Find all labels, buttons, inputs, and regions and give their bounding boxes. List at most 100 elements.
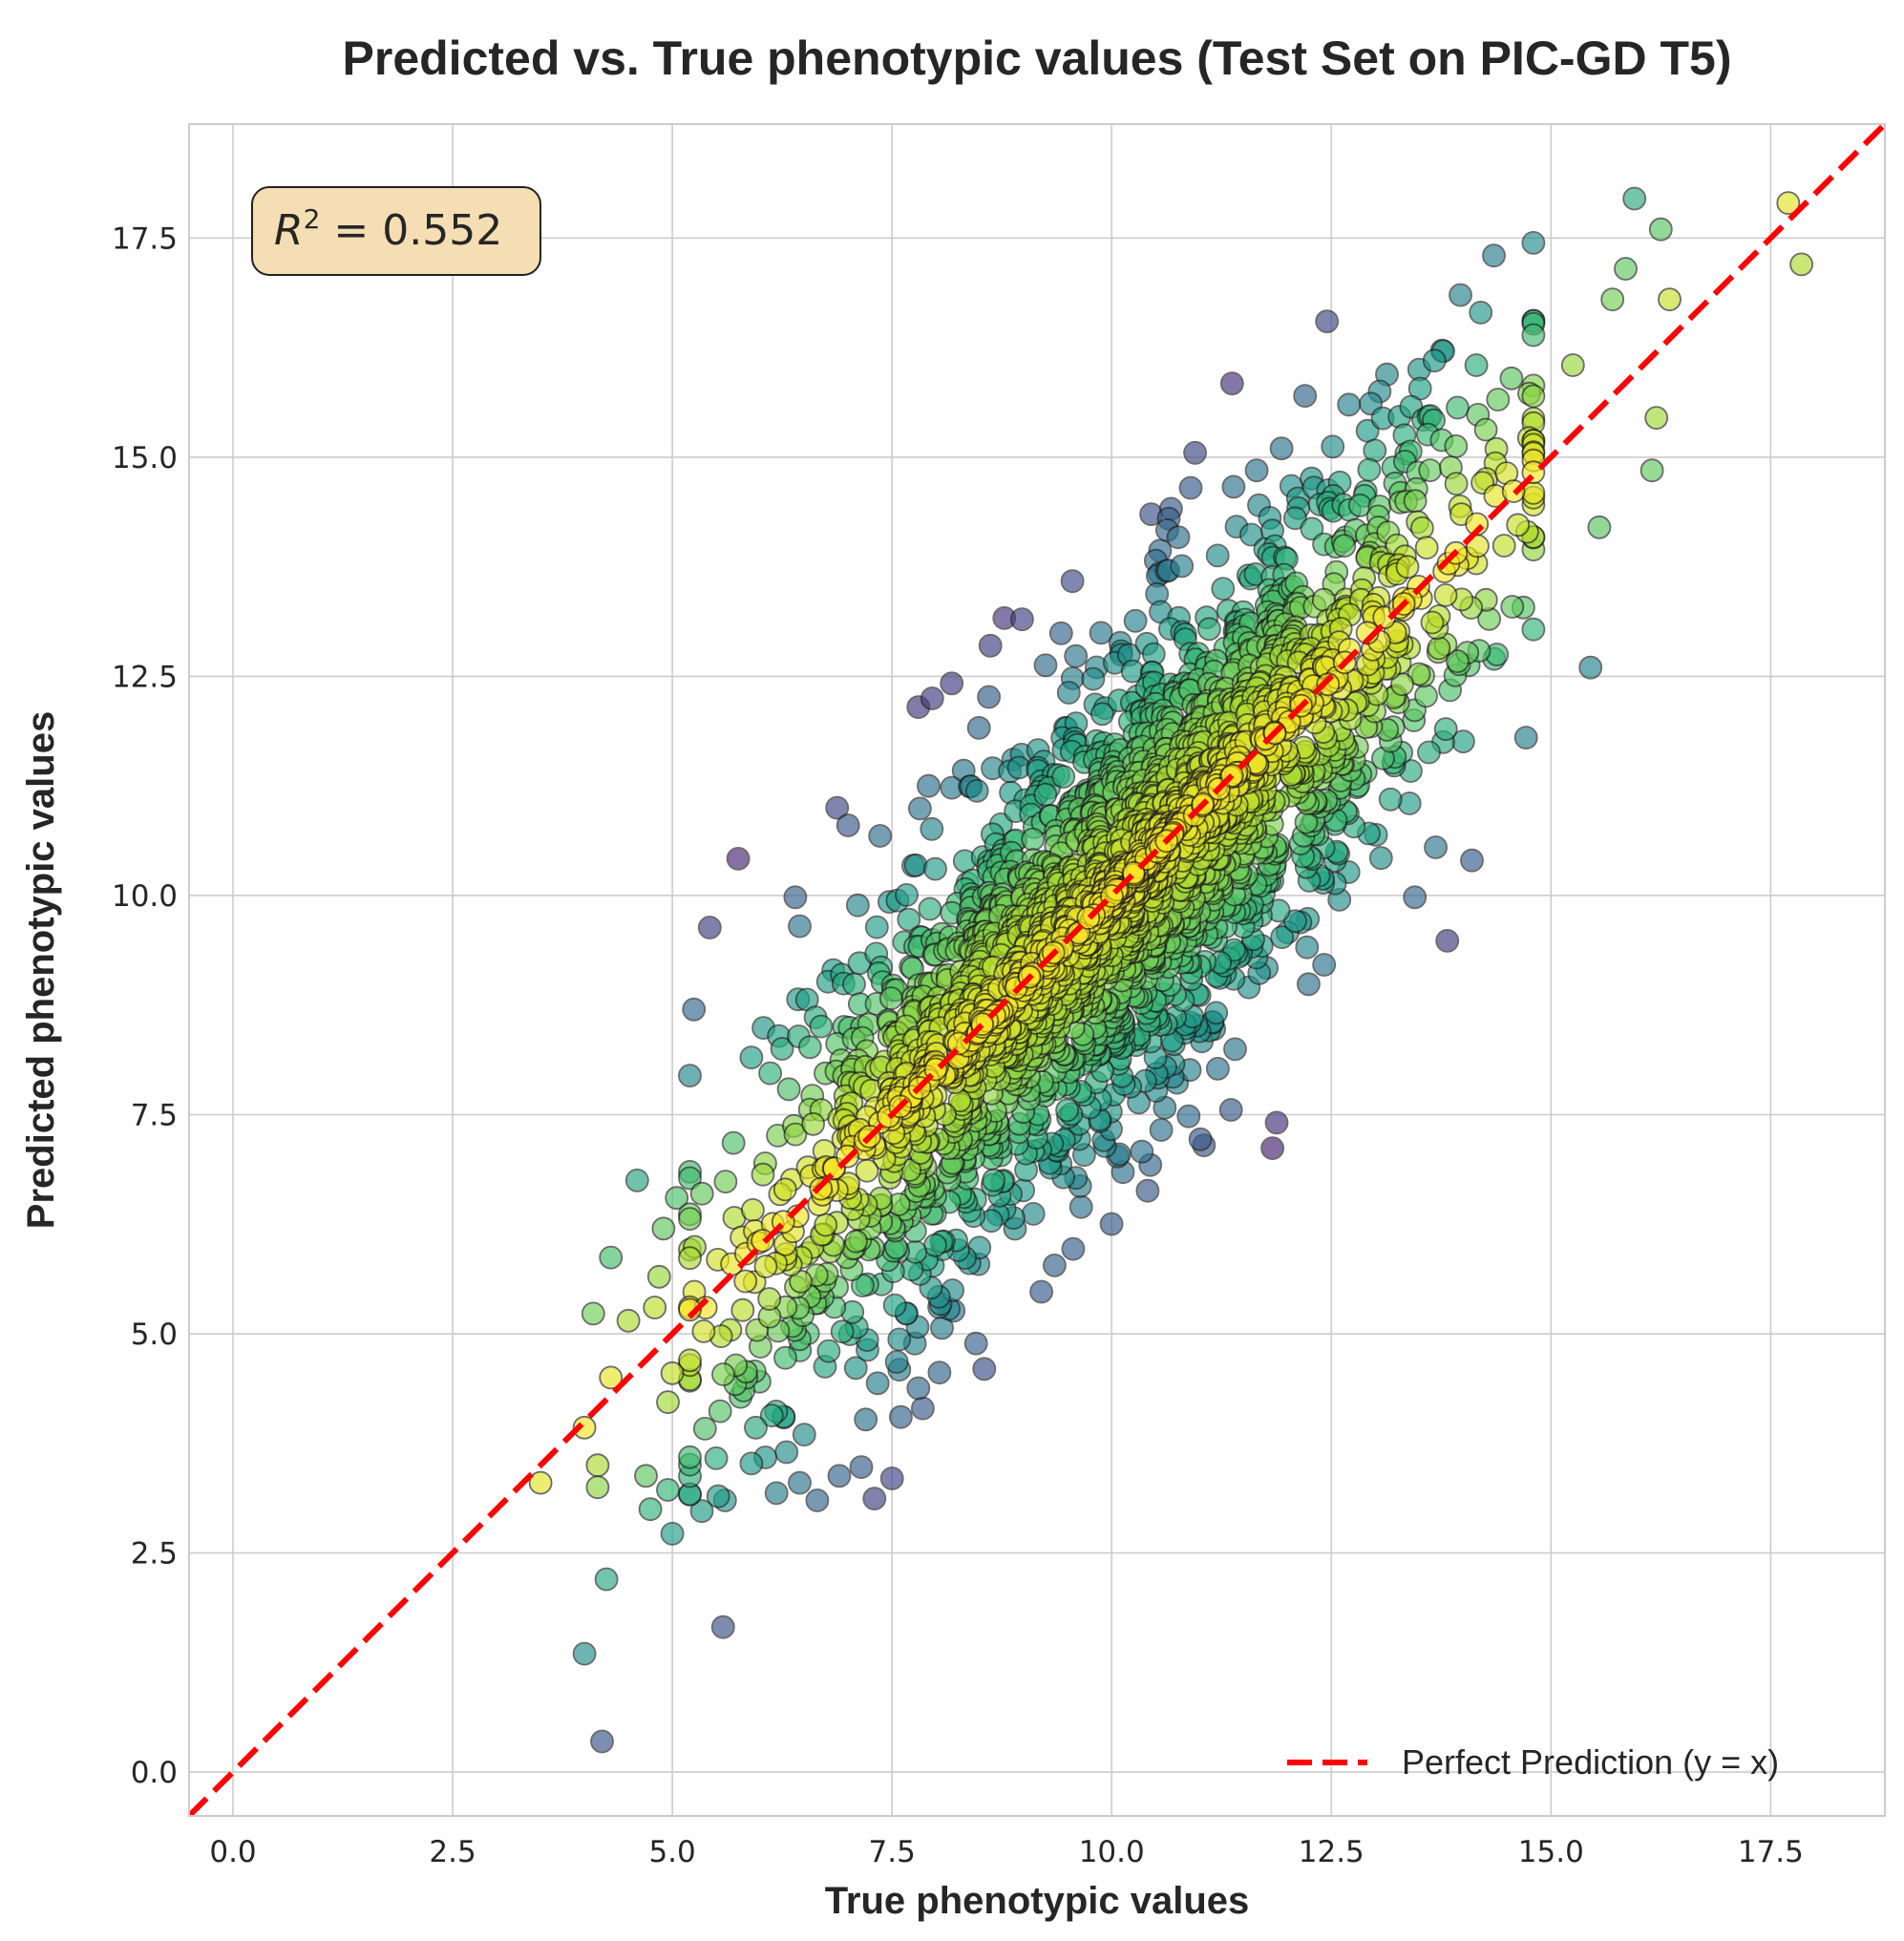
- data-point: [966, 716, 991, 740]
- data-point: [825, 795, 850, 820]
- r2-symbol: R: [274, 206, 304, 255]
- data-point: [1587, 515, 1612, 539]
- data-point: [1414, 684, 1438, 708]
- data-point: [977, 685, 1001, 709]
- data-point: [1460, 848, 1484, 873]
- r2-exponent: 2: [304, 203, 321, 235]
- data-point: [854, 1407, 878, 1432]
- data-point: [1427, 636, 1451, 661]
- data-point: [1312, 953, 1337, 977]
- legend: Perfect Prediction (y = x): [1287, 1742, 1779, 1782]
- data-point: [1021, 1202, 1046, 1226]
- x-tick-label: 2.5: [429, 1835, 476, 1869]
- data-point: [572, 1641, 597, 1666]
- data-point: [1043, 1254, 1067, 1277]
- data-point: [940, 671, 964, 696]
- x-tick-labels: 0.0 2.5 5.0 7.5 10.0 12.5 15.0 17.5: [209, 1835, 1804, 1869]
- data-point: [638, 1497, 663, 1522]
- data-point: [1600, 287, 1625, 312]
- data-point: [982, 1168, 1006, 1192]
- data-point: [1135, 1178, 1160, 1203]
- data-point: [923, 856, 947, 881]
- data-point: [751, 1162, 775, 1187]
- data-point: [594, 1567, 619, 1592]
- data-point: [1295, 935, 1320, 960]
- data-point: [908, 796, 932, 821]
- y-tick-labels: 0.0 2.5 5.0 7.5 10.0 12.5 15.0 17.5: [112, 222, 178, 1790]
- data-point: [792, 1423, 816, 1446]
- data-point: [678, 1298, 702, 1322]
- data-point: [1283, 909, 1307, 934]
- data-point: [741, 1198, 765, 1222]
- data-point: [783, 1122, 808, 1147]
- data-point: [865, 1371, 890, 1396]
- data-point: [846, 893, 870, 918]
- data-point: [689, 1181, 714, 1206]
- chart-title: Predicted vs. True phenotypic values (Te…: [343, 32, 1732, 85]
- data-point: [1449, 283, 1472, 307]
- data-point: [678, 1246, 702, 1271]
- data-point: [946, 1031, 971, 1056]
- data-point: [643, 1296, 667, 1319]
- r2-text: R2 = 0.552: [274, 203, 502, 255]
- data-point: [1316, 672, 1341, 697]
- data-point: [1176, 1104, 1201, 1129]
- data-point: [678, 1348, 702, 1373]
- data-point: [895, 883, 919, 907]
- data-point: [1521, 323, 1546, 348]
- data-point: [814, 1213, 838, 1237]
- data-point: [1424, 835, 1448, 859]
- data-point: [1029, 1279, 1053, 1304]
- data-point: [864, 915, 889, 939]
- data-point: [770, 1037, 794, 1061]
- data-point: [842, 972, 866, 997]
- data-point: [1560, 353, 1585, 377]
- data-points: [528, 186, 1813, 1754]
- data-point: [849, 1455, 874, 1479]
- data-point: [1491, 534, 1516, 558]
- data-point: [1061, 1236, 1086, 1261]
- data-point: [1433, 583, 1458, 607]
- data-point: [972, 1357, 997, 1382]
- data-point: [1420, 610, 1445, 635]
- data-point: [1378, 787, 1403, 812]
- data-point: [1469, 300, 1493, 325]
- data-point: [691, 1319, 716, 1343]
- data-point: [1204, 1001, 1229, 1025]
- data-point: [585, 1475, 610, 1500]
- data-point: [660, 1361, 685, 1385]
- legend-label: Perfect Prediction (y = x): [1402, 1742, 1779, 1782]
- data-point: [1130, 1139, 1154, 1164]
- data-point: [1332, 534, 1357, 558]
- data-point: [1197, 617, 1221, 642]
- data-point: [721, 1130, 746, 1155]
- data-point: [739, 1045, 764, 1069]
- data-point: [1578, 655, 1603, 680]
- data-point: [1410, 516, 1434, 540]
- data-point: [1244, 458, 1269, 483]
- x-tick-label: 0.0: [209, 1835, 256, 1869]
- data-point: [1337, 392, 1362, 417]
- data-point: [1056, 681, 1081, 705]
- data-point: [1414, 536, 1439, 559]
- data-point: [1048, 621, 1073, 645]
- data-point: [1010, 607, 1034, 632]
- data-point: [1270, 925, 1295, 949]
- data-point: [678, 1207, 702, 1231]
- data-point: [1444, 433, 1469, 458]
- data-point: [816, 1339, 841, 1363]
- data-point: [1315, 309, 1340, 334]
- data-point: [844, 1229, 868, 1254]
- data-point: [665, 1186, 689, 1211]
- y-tick-label: 15.0: [112, 441, 178, 475]
- data-point: [1444, 472, 1469, 496]
- data-point: [882, 1293, 907, 1318]
- x-tick-label: 17.5: [1738, 1835, 1804, 1869]
- data-point: [906, 1376, 931, 1401]
- data-point: [1321, 434, 1345, 459]
- data-point: [581, 1301, 605, 1326]
- data-point: [1357, 457, 1382, 482]
- data-point: [764, 1481, 789, 1506]
- y-tick-label: 10.0: [112, 879, 178, 914]
